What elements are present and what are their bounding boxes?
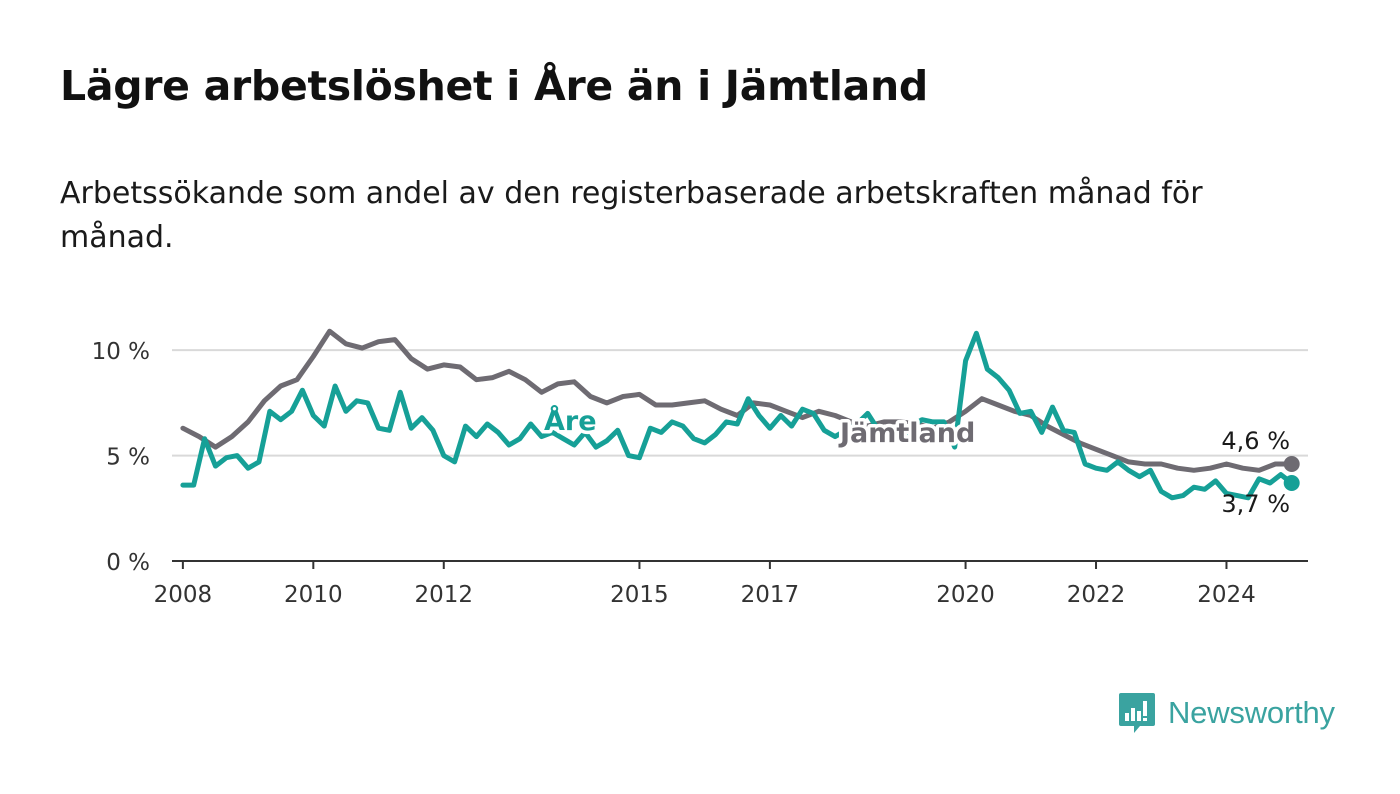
x-tick-label: 2024 <box>1197 582 1256 608</box>
series-lines <box>180 328 1295 501</box>
y-tick-label: 0 % <box>106 550 150 576</box>
bar-chart-speech-bubble-icon <box>1119 693 1155 733</box>
series-end-label: 4,6 % <box>1221 427 1290 455</box>
series-line-are <box>180 330 1295 501</box>
series-labels: 4,6 % 3,7 % Åre Jämtland <box>541 402 1300 518</box>
series-end-point <box>1283 456 1300 473</box>
brand-name: Newsworthy <box>1168 695 1335 730</box>
x-tick-label: 2022 <box>1067 582 1126 608</box>
x-tick-label: 2012 <box>414 582 473 608</box>
x-tick-label: 2017 <box>741 582 800 608</box>
series-label-jamtland: Jämtland <box>838 418 975 449</box>
x-tick-label: 2020 <box>936 582 995 608</box>
axes: 0 % 5 % 10 % 2008 2010 2012 2015 2017 2020 2022 20… <box>92 339 1308 608</box>
y-tick-label: 10 % <box>92 339 150 365</box>
series-line-jamtland <box>180 328 1295 473</box>
series-end-point <box>1283 474 1300 491</box>
x-tick-label: 2015 <box>610 582 669 608</box>
chart-title: Lägre arbetslöshet i Åre än i Jämtland <box>60 62 928 110</box>
x-tick-label: 2010 <box>284 582 343 608</box>
x-tick-label: 2008 <box>154 582 213 608</box>
series-end-label: 3,7 % <box>1221 490 1290 518</box>
series-label-are: Åre <box>544 405 597 437</box>
chart-subtitle: Arbetssökande som andel av den registerb… <box>60 176 1203 255</box>
line-chart: 0 % 5 % 10 % 2008 2010 2012 2015 2017 2020 2022 20… <box>92 328 1308 608</box>
newsworthy-logo: Newsworthy <box>1118 690 1335 736</box>
y-tick-label: 5 % <box>106 445 150 471</box>
